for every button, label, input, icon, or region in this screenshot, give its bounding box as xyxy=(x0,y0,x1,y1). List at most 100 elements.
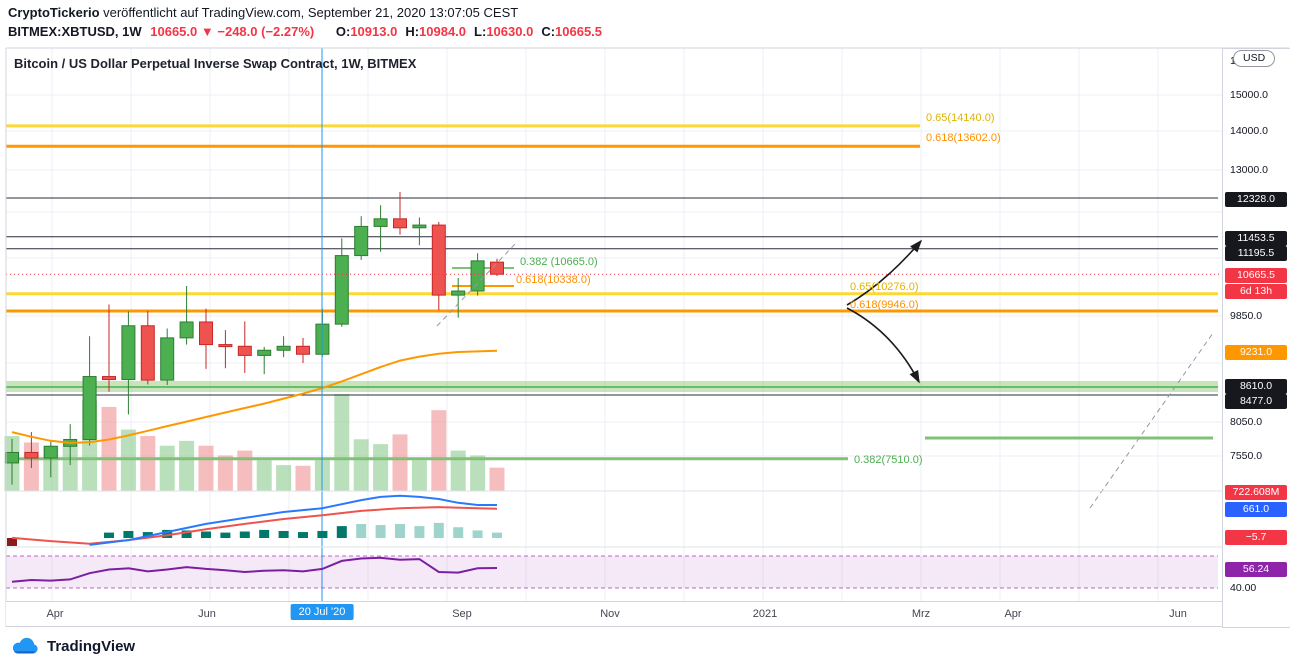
publish-info: CryptoTickerio veröffentlicht auf Tradin… xyxy=(8,5,518,20)
tradingview-link[interactable]: TradingView xyxy=(10,634,135,658)
hist-bar xyxy=(123,530,134,538)
candle-body xyxy=(257,349,272,356)
fib-label: 0.618(10338.0) xyxy=(516,274,591,286)
hist-bar xyxy=(104,532,114,538)
volume-bar xyxy=(276,465,292,491)
volume-bar xyxy=(179,440,195,491)
rsi-line xyxy=(11,556,498,583)
price-badge: 10665.5 xyxy=(1225,267,1287,283)
time-tick: Jun xyxy=(198,608,216,620)
candle-body xyxy=(334,255,349,325)
price-badge: 56.24 xyxy=(1225,561,1287,577)
volume-bar xyxy=(237,450,253,491)
volume-bar xyxy=(101,406,117,491)
volume-bar xyxy=(295,465,311,491)
price-tick: 14000.0 xyxy=(1230,125,1268,137)
time-axis[interactable]: Apr Jun Sep Nov 2021 Mrz Apr Jun 20 Jul '20 xyxy=(6,601,1222,627)
ohlc-label: O: xyxy=(335,24,351,39)
indicator2-layer xyxy=(7,494,502,546)
volume-bar xyxy=(217,455,233,491)
footer: TradingView xyxy=(10,634,135,658)
candle-body xyxy=(470,260,485,292)
fib-label: 0.65(14140.0) xyxy=(926,112,995,124)
change-value: −248.0 (−2.27%) xyxy=(217,24,315,39)
currency-toggle-button[interactable]: USD xyxy=(1233,50,1276,67)
time-tick: Sep xyxy=(452,608,472,620)
indicator-blue-line xyxy=(89,494,497,546)
candle-body xyxy=(24,451,39,459)
price-badge: 8477.0 xyxy=(1225,393,1287,409)
hist-bar xyxy=(259,529,270,538)
price-badge: 6d 13h xyxy=(1225,283,1287,299)
fib-label: 0.382 (10665.0) xyxy=(520,256,598,268)
time-tick: Jun xyxy=(1169,608,1187,620)
hist-bar xyxy=(220,532,231,538)
price-tick: 40.00 xyxy=(1230,582,1257,594)
rsi-band xyxy=(6,555,1218,588)
hist-bar xyxy=(181,530,192,538)
candle-body xyxy=(431,224,446,296)
price-badge: 8610.0 xyxy=(1225,378,1287,394)
price-badge: 12328.0 xyxy=(1225,191,1287,207)
chart-title: Bitcoin / US Dollar Perpetual Inverse Sw… xyxy=(14,56,417,71)
hist-bar xyxy=(472,530,483,538)
author-name: CryptoTickerio xyxy=(8,5,100,20)
ohlc-label: H: xyxy=(405,24,420,39)
publish-text: veröffentlicht auf TradingView.com, Sept… xyxy=(99,5,519,20)
dashed-trendline xyxy=(436,241,518,327)
hist-bar xyxy=(375,525,386,538)
level-labels-layer: 0.65(14140.0) 0.618(13602.0) 0.65(10276.0)… xyxy=(516,112,1001,466)
hist-bar xyxy=(298,532,308,538)
candle-body xyxy=(5,451,19,464)
volume-bar xyxy=(353,439,369,491)
hist-bar xyxy=(492,532,502,538)
grid-layer xyxy=(6,48,1222,601)
hist-bar xyxy=(395,523,405,538)
price-tick: 9850.0 xyxy=(1230,310,1263,322)
date-marker-badge: 20 Jul '20 xyxy=(290,604,354,620)
rsi-layer xyxy=(6,555,1218,589)
borders-layer xyxy=(5,47,1289,627)
time-tick: Nov xyxy=(600,608,620,620)
volume-bar xyxy=(198,445,214,491)
ohlc-value: 10984.0 xyxy=(419,24,467,39)
candle-body xyxy=(354,225,369,257)
price-badge: 11453.5 xyxy=(1225,230,1287,246)
symbol-status-line: BITMEX:XBTUSD, 1W 10665.0 ▼ −248.0 (−2.2… xyxy=(8,24,602,39)
ohlc-value: 10665.5 xyxy=(555,24,603,39)
candle-body xyxy=(82,376,97,440)
price-tick: 15000.0 xyxy=(1230,89,1268,101)
candles-layer xyxy=(5,192,504,485)
hist-bar xyxy=(317,530,328,538)
candle-body xyxy=(43,445,58,459)
volume-bar xyxy=(392,434,408,491)
fib-label: 0.382(7510.0) xyxy=(854,454,923,466)
candle-body xyxy=(121,325,136,381)
candle-body xyxy=(199,321,213,346)
candle-body xyxy=(296,345,310,355)
volume-bar xyxy=(489,467,505,491)
tradingview-logo xyxy=(12,637,38,654)
price-axis[interactable]: 16000.015000.014000.013000.09850.08050.0… xyxy=(1222,48,1290,628)
candle-body xyxy=(102,376,116,381)
fib-label: 0.65(10276.0) xyxy=(850,281,919,293)
hist-bar xyxy=(7,538,17,546)
ohlc-label: C: xyxy=(541,24,556,39)
down-arrow-icon: ▼ xyxy=(200,24,214,39)
hist-bar xyxy=(433,522,444,538)
hist-bar xyxy=(278,530,289,538)
candle-body xyxy=(451,290,466,296)
candle-body xyxy=(490,261,504,275)
last-price: 10665.0 xyxy=(150,24,198,39)
candle-body xyxy=(393,218,407,229)
time-tick: 2021 xyxy=(752,608,778,620)
ma-line xyxy=(11,349,498,444)
hist-bar xyxy=(162,529,173,538)
symbol-name: BITMEX:XBTUSD, 1W xyxy=(8,24,142,39)
brand-name: TradingView xyxy=(47,637,136,655)
candle-body xyxy=(218,344,233,348)
price-badge: 722.608M xyxy=(1225,484,1287,500)
ohlc-label: L: xyxy=(474,24,487,39)
